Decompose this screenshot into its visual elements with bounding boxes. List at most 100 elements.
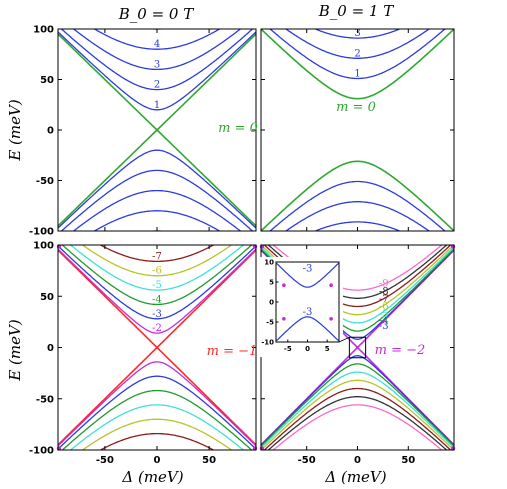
series-group [261, 29, 454, 231]
inset-line-lower [275, 316, 340, 341]
y-axis-title-bottom: E (meV) [6, 319, 24, 382]
plot-frame [260, 28, 455, 232]
series-line--7-lower [99, 432, 215, 450]
mode-annotation: m = 0 [218, 121, 258, 136]
inset-y-tick-label: 5 [269, 279, 274, 287]
level-label: -5 [152, 280, 162, 291]
inset-level-label: -3 [303, 307, 313, 318]
series-line--6-lower [261, 379, 454, 450]
series-line-5-lower [144, 230, 170, 231]
x-axis-title-right: Δ (meV) [324, 468, 386, 486]
inset-marker [282, 283, 286, 288]
y-tick-label: -50 [36, 394, 54, 405]
inset-y-tick-label: -10 [261, 339, 274, 347]
level-label: -4 [379, 316, 389, 327]
x-tick-label: 0 [354, 455, 361, 466]
y-tick-label: 0 [47, 343, 54, 354]
level-label: -8 [379, 286, 389, 297]
inset-x-tick-label: 0 [305, 345, 310, 353]
panel-bottom-right: -3-4-5-6-7-8-9-50 0 50m = −2 [259, 244, 456, 466]
series-line--6-upper [81, 245, 233, 277]
series-line-3-lower [72, 189, 242, 231]
series-line-0-upper [261, 29, 454, 100]
y-tick-label: 100 [33, 241, 54, 252]
series-line-0-lower [261, 160, 454, 231]
series-line--2-lower [58, 361, 256, 447]
inset-y-tick-label: 10 [264, 259, 274, 267]
series-line-3-upper [313, 29, 402, 39]
series-line-2-upper [284, 29, 431, 59]
inset-background [260, 257, 343, 357]
panel-top-left: 1 2 3 4 -100 -50 0 50 100 m = 0 [29, 25, 258, 238]
x-tick-label: 50 [401, 455, 415, 466]
series-line--5-lower [69, 404, 245, 450]
y-tick-label: 50 [40, 75, 54, 86]
series-line--3-lower [58, 375, 256, 450]
level-label: -5 [379, 309, 389, 320]
series-line--3-upper [58, 245, 256, 320]
column-title-right: B_0 = 1 T [318, 2, 394, 20]
inset-line-upper [275, 263, 340, 288]
y-tick-label: 50 [40, 292, 54, 303]
series-line-2-lower [60, 169, 254, 231]
mode-annotation: m = −2 [375, 343, 426, 358]
series-line--4-lower [61, 389, 253, 450]
mode-annotation: m = 0 [336, 100, 376, 115]
series-line--3-lower [261, 355, 454, 446]
x-tick-label: -50 [298, 455, 316, 466]
inset-marker [329, 283, 333, 288]
zoom-connector [338, 336, 350, 343]
x-tick-label: 50 [202, 455, 216, 466]
level-label: -3 [152, 309, 162, 320]
series-group [58, 29, 256, 231]
panel-bottom-left: -2 -3 -4 -5 -6 -7 -100 -50 0 50 100 -50 0 50 m = −1 [29, 241, 258, 467]
panel-top-right: 1 2 3 m = 0 [260, 28, 455, 232]
series-line--5-upper [69, 245, 245, 291]
level-label: -7 [152, 251, 162, 262]
series-line-3-upper [72, 29, 242, 71]
inset-marker [329, 317, 333, 321]
level-label: 1 [154, 100, 160, 111]
series-line--4-lower [261, 363, 454, 447]
column-title-left: B_0 = 0 T [118, 5, 194, 23]
series-line--8-lower [267, 396, 448, 450]
series-line-4-upper [93, 29, 221, 50]
level-label: -7 [379, 294, 389, 305]
level-label: 2 [354, 48, 360, 59]
y-axis-title-top: E (meV) [6, 99, 24, 162]
series-line--9-lower [272, 404, 443, 450]
series-line-1-upper [58, 31, 256, 111]
level-label: 1 [354, 68, 360, 79]
level-label: -3 [379, 321, 389, 332]
series-line--7-upper [99, 245, 215, 263]
series-line-2-lower [284, 201, 431, 231]
level-label: 3 [154, 59, 160, 70]
y-tick-label: -100 [29, 446, 54, 457]
series-line-0-lower [58, 128, 256, 227]
series-line-1-lower [269, 180, 446, 231]
zoom-region-box [348, 336, 367, 359]
y-tick-label: -100 [29, 227, 54, 238]
series-line-2-upper [60, 29, 254, 91]
series-line-4-lower [93, 210, 221, 231]
inset-marker [282, 317, 286, 321]
level-label: 4 [154, 39, 160, 50]
series-line--5-lower [261, 371, 454, 449]
y-tick-label: 0 [47, 126, 54, 137]
inset-plot: -10 -5 0 5 10 -5 0 5 -3 -3 [260, 257, 367, 359]
mode-annotation: m = −1 [207, 344, 258, 359]
series-line--2-upper [58, 248, 256, 334]
level-label: -4 [152, 294, 162, 305]
level-label: -6 [379, 302, 389, 313]
level-label: -9 [379, 278, 389, 289]
level-label: -2 [152, 323, 162, 334]
series-group [58, 245, 256, 450]
inset-y-tick-label: -5 [266, 319, 274, 327]
series-line-3-lower [313, 221, 402, 231]
y-tick-label: -50 [36, 176, 54, 187]
x-tick-label: -50 [96, 455, 114, 466]
series-line--1-lower [58, 346, 256, 446]
inset-level-label: -3 [303, 264, 313, 275]
series-line-1-lower [58, 149, 256, 229]
